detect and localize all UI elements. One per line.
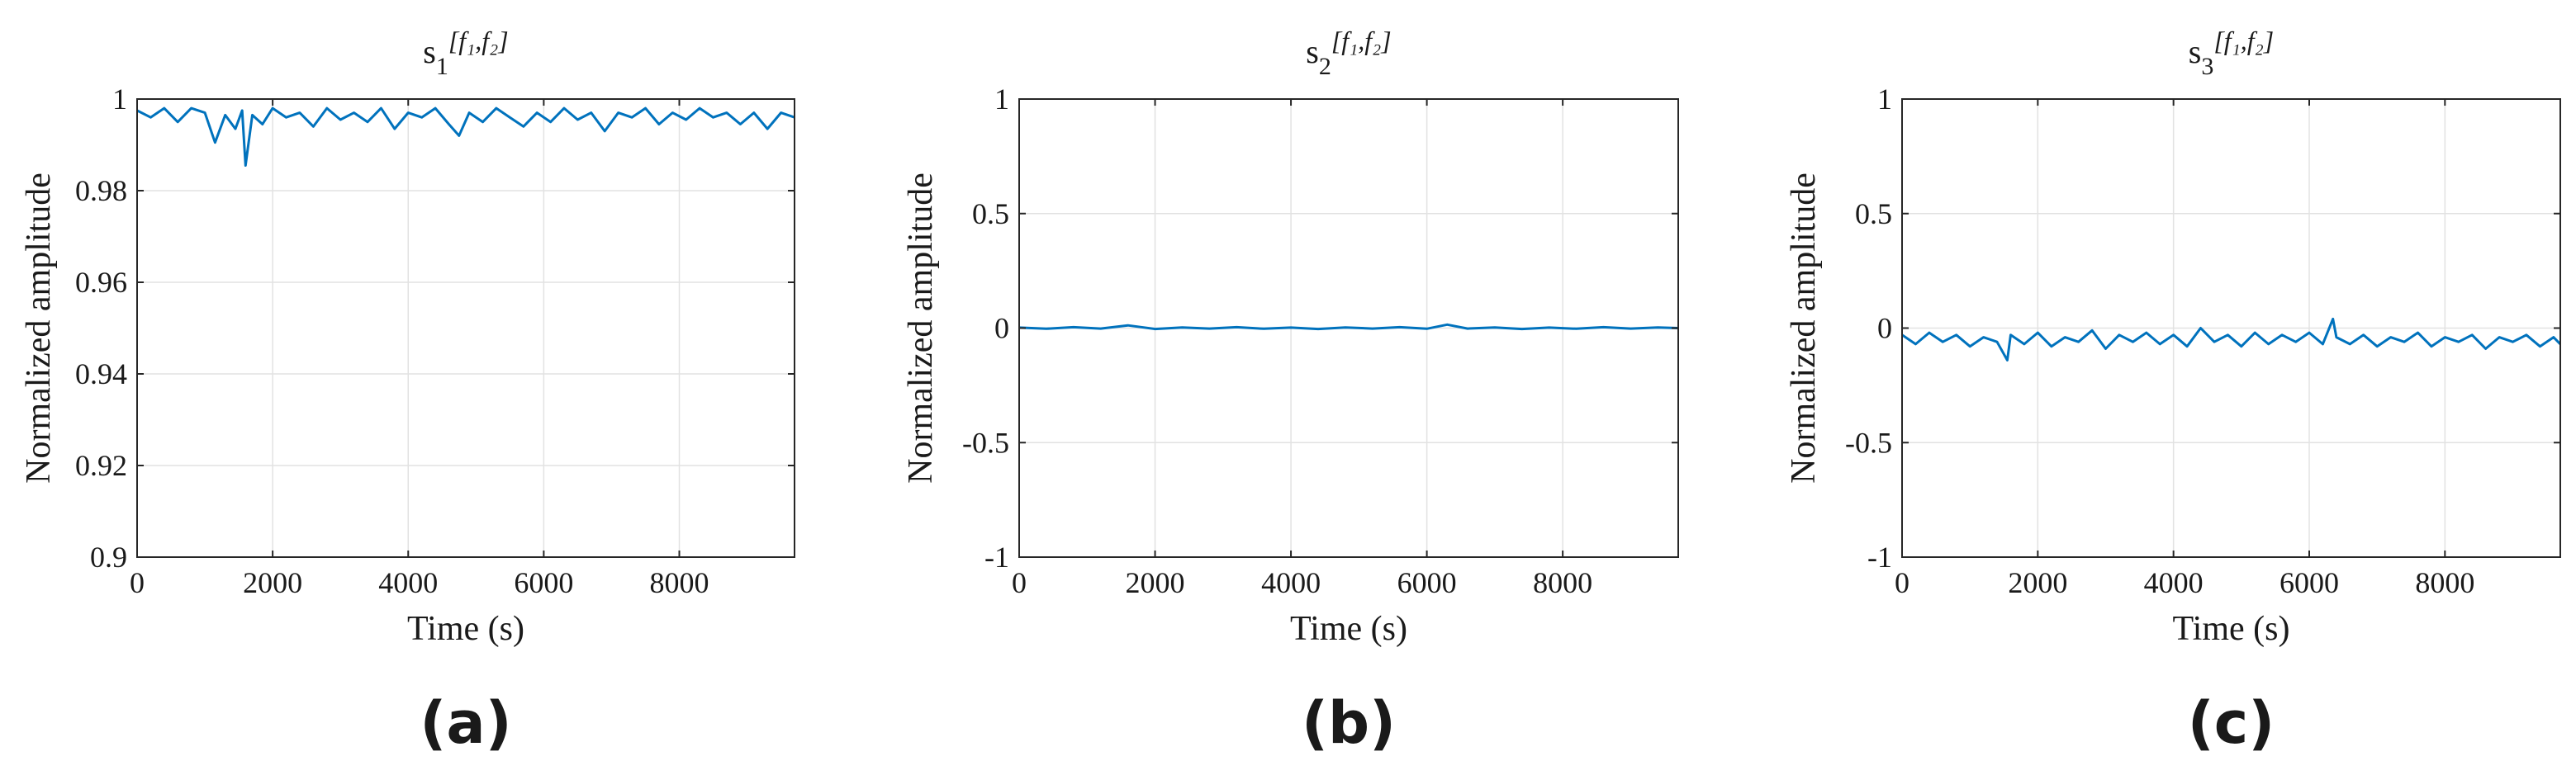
x-tick-label: 6000 [2279,566,2339,599]
x-tick-label: 8000 [2415,566,2474,599]
chart-title-superscript: [f₁,f₂] [448,26,509,55]
x-tick-label: 0 [130,566,145,599]
chart-title-base: s [423,33,436,70]
x-axis-label: Time (s) [1290,610,1407,648]
series-line-s1 [136,106,795,167]
x-tick-label: 0 [1895,566,1909,599]
y-axis-label: Normalized amplitude [902,173,940,484]
y-tick-label: -1 [984,541,1009,574]
chart-title: s1[f₁,f₂] [423,26,509,80]
chart-title-base: s [2189,33,2202,70]
panel-label: (a) [420,689,511,757]
chart-title-subscript: 3 [2201,53,2213,80]
y-tick-label: 0 [994,312,1009,345]
chart-title-base: s [1306,33,1319,70]
x-axis-label: Time (s) [407,610,524,648]
x-tick-label: 8000 [1533,566,1592,599]
chart-title-superscript: [f₁,f₂] [2213,26,2274,55]
y-tick-label: 0.98 [75,174,127,207]
y-tick-label: 0.9 [90,541,127,574]
series-line-s3 [1901,317,2562,362]
x-tick-label: 4000 [378,566,438,599]
chart-title-superscript: [f₁,f₂] [1331,26,1392,55]
chart-title: s2[f₁,f₂] [1306,26,1392,80]
y-tick-label: 1 [1877,83,1892,116]
panel-c: 0 2000 4000 6000 8000 -1 -0.5 0 0.5 1 Time (s) Norm… [1785,26,2562,757]
y-tick-label: 0 [1877,312,1892,345]
y-tick-label: -1 [1867,541,1892,574]
x-tick-label: 4000 [1261,566,1321,599]
x-tick-label: 0 [1012,566,1027,599]
y-tick-label: -0.5 [962,426,1009,459]
panel-label: (b) [1302,689,1396,757]
panel-a: 0 2000 4000 6000 8000 0.9 0.92 0.94 0.96 0.98 1 Tim… [20,26,795,757]
x-tick-label: 6000 [514,566,573,599]
chart-title-subscript: 2 [1319,53,1331,80]
y-tick-label: 1 [994,83,1009,116]
x-tick-label: 2000 [2008,566,2067,599]
chart-title: s3[f₁,f₂] [2189,26,2275,80]
x-tick-label: 4000 [2144,566,2204,599]
x-axis-label: Time (s) [2173,610,2290,648]
x-tick-label: 2000 [243,566,302,599]
y-tick-label: 1 [112,83,127,116]
chart-title-subscript: 1 [436,53,448,80]
panel-b: 0 2000 4000 6000 8000 -1 -0.5 0 0.5 1 Time (s) Norm… [902,26,1679,757]
y-tick-label: 0.5 [972,197,1009,230]
y-tick-label: -0.5 [1845,426,1892,459]
series-line-s2 [1018,323,1679,331]
panel-label: (c) [2188,689,2275,757]
y-tick-label: 0.92 [75,449,127,482]
x-tick-label: 6000 [1397,566,1457,599]
y-tick-label: 0.96 [75,266,127,299]
plot-frame [136,98,795,558]
x-tick-label: 8000 [649,566,709,599]
y-axis-label: Normalized amplitude [20,173,58,484]
y-axis-label: Normalized amplitude [1785,173,1823,484]
x-tick-label: 2000 [1126,566,1185,599]
y-tick-label: 0.94 [75,357,127,390]
y-tick-label: 0.5 [1855,197,1892,230]
